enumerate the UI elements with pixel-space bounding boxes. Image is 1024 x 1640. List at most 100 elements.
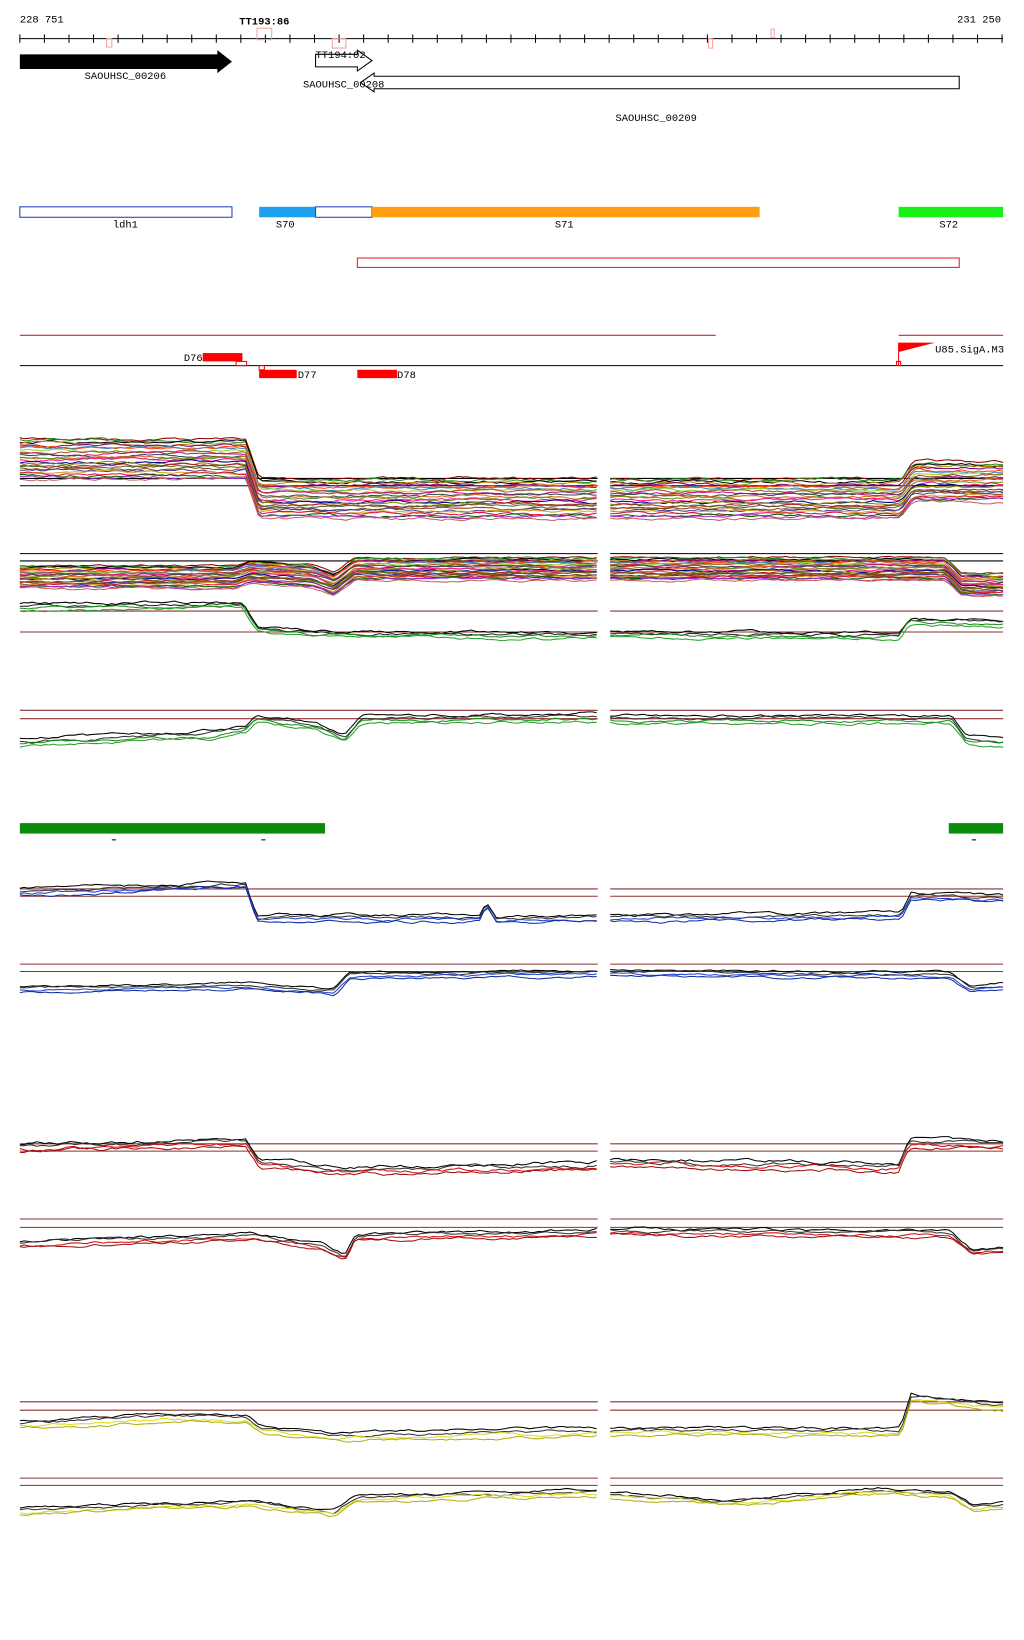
- trace: [610, 1229, 1004, 1252]
- gene-label: SAOUHSC_00208: [303, 79, 384, 91]
- trace: [19, 455, 597, 501]
- trace: [610, 1490, 1004, 1510]
- trace: [610, 578, 1004, 598]
- gene-arrow: [19, 50, 232, 74]
- trace: [610, 481, 1004, 503]
- trace: [19, 972, 597, 994]
- trace: [610, 484, 1004, 506]
- trace: [610, 564, 1004, 586]
- feature-label: D76: [184, 353, 203, 365]
- terminator: [256, 27, 273, 41]
- trace: [19, 576, 597, 594]
- trace: [19, 439, 597, 485]
- gene-label: SAOUHSC_00209: [615, 113, 696, 125]
- trace: [610, 476, 1004, 498]
- trace: [19, 476, 597, 522]
- trace: [19, 445, 597, 492]
- segment: [371, 206, 760, 218]
- segment: [19, 206, 233, 218]
- trace: [19, 1417, 597, 1441]
- trace: [610, 974, 1004, 993]
- trace: [610, 499, 1004, 521]
- segment: [898, 206, 1004, 218]
- trace: [610, 477, 1004, 499]
- trace: [19, 1235, 597, 1260]
- trace: [610, 496, 1004, 520]
- trace: [610, 623, 1004, 642]
- segment-label: S70: [276, 219, 295, 231]
- ruler-end: 231 250: [957, 15, 1001, 27]
- trace: [610, 1231, 1004, 1254]
- promoter-flag: [898, 342, 936, 353]
- segment: [259, 206, 316, 218]
- trace: [610, 466, 1004, 488]
- ruler-start: 228 751: [20, 15, 64, 27]
- trace: [19, 1137, 597, 1170]
- trace: [610, 715, 1004, 744]
- trace: [19, 720, 597, 748]
- feature-label: U85.SigA.M3: [935, 345, 1004, 357]
- trace: [19, 1487, 597, 1510]
- trace: [610, 619, 1004, 639]
- trace: [610, 480, 1004, 502]
- trace: [19, 970, 597, 992]
- trace: [19, 448, 597, 493]
- trace: [610, 1146, 1004, 1175]
- terminators: [106, 27, 775, 49]
- trace: [610, 495, 1004, 516]
- trace: [610, 559, 1004, 579]
- feature-label: D77: [298, 370, 317, 382]
- trace: [610, 470, 1004, 491]
- trace: [610, 1492, 1004, 1512]
- segment-label: ldh1: [113, 219, 138, 231]
- trace: [610, 1226, 1004, 1251]
- trace: [19, 575, 597, 595]
- trace: [610, 565, 1004, 586]
- trace: [19, 880, 597, 919]
- trace: [610, 462, 1004, 483]
- trace: [610, 898, 1004, 924]
- trace: [610, 718, 1004, 744]
- trace: [610, 972, 1004, 991]
- trace: [19, 602, 597, 637]
- trace: [610, 969, 1004, 989]
- segment-label: S72: [939, 219, 958, 231]
- trace: [19, 464, 597, 509]
- trace: [610, 473, 1004, 495]
- trace: [19, 462, 597, 508]
- feature-label: D78: [397, 370, 416, 382]
- gene-label: TT194:02: [316, 50, 366, 62]
- feature: [258, 365, 265, 371]
- trace: [19, 456, 597, 502]
- trace: [19, 578, 597, 596]
- trace: [610, 574, 1004, 594]
- trace: [19, 1495, 597, 1517]
- trace: [610, 896, 1004, 921]
- trace: [19, 475, 597, 520]
- trace: [19, 1228, 597, 1254]
- feature: [202, 353, 243, 362]
- trace: [19, 969, 597, 990]
- terminator-label: TT193:86: [239, 17, 289, 29]
- trace: [610, 489, 1004, 510]
- trace: [610, 1392, 1004, 1431]
- trace: [19, 885, 597, 925]
- terminator: [770, 28, 775, 39]
- trace: [610, 577, 1004, 597]
- trace: [610, 576, 1004, 596]
- terminator: [106, 38, 113, 48]
- trace: [19, 1231, 597, 1257]
- trace: [19, 1145, 597, 1176]
- trace: [19, 1420, 597, 1443]
- trace: [19, 573, 597, 591]
- trace: [19, 1414, 597, 1438]
- feature: [357, 369, 398, 379]
- trace: [19, 1491, 597, 1515]
- gene-arrow: [359, 72, 960, 93]
- trace: [610, 1400, 1004, 1439]
- expression-tracks: [19, 437, 1004, 1517]
- trace: [19, 883, 597, 920]
- promoter: [896, 360, 902, 367]
- segment-label: S71: [555, 219, 574, 231]
